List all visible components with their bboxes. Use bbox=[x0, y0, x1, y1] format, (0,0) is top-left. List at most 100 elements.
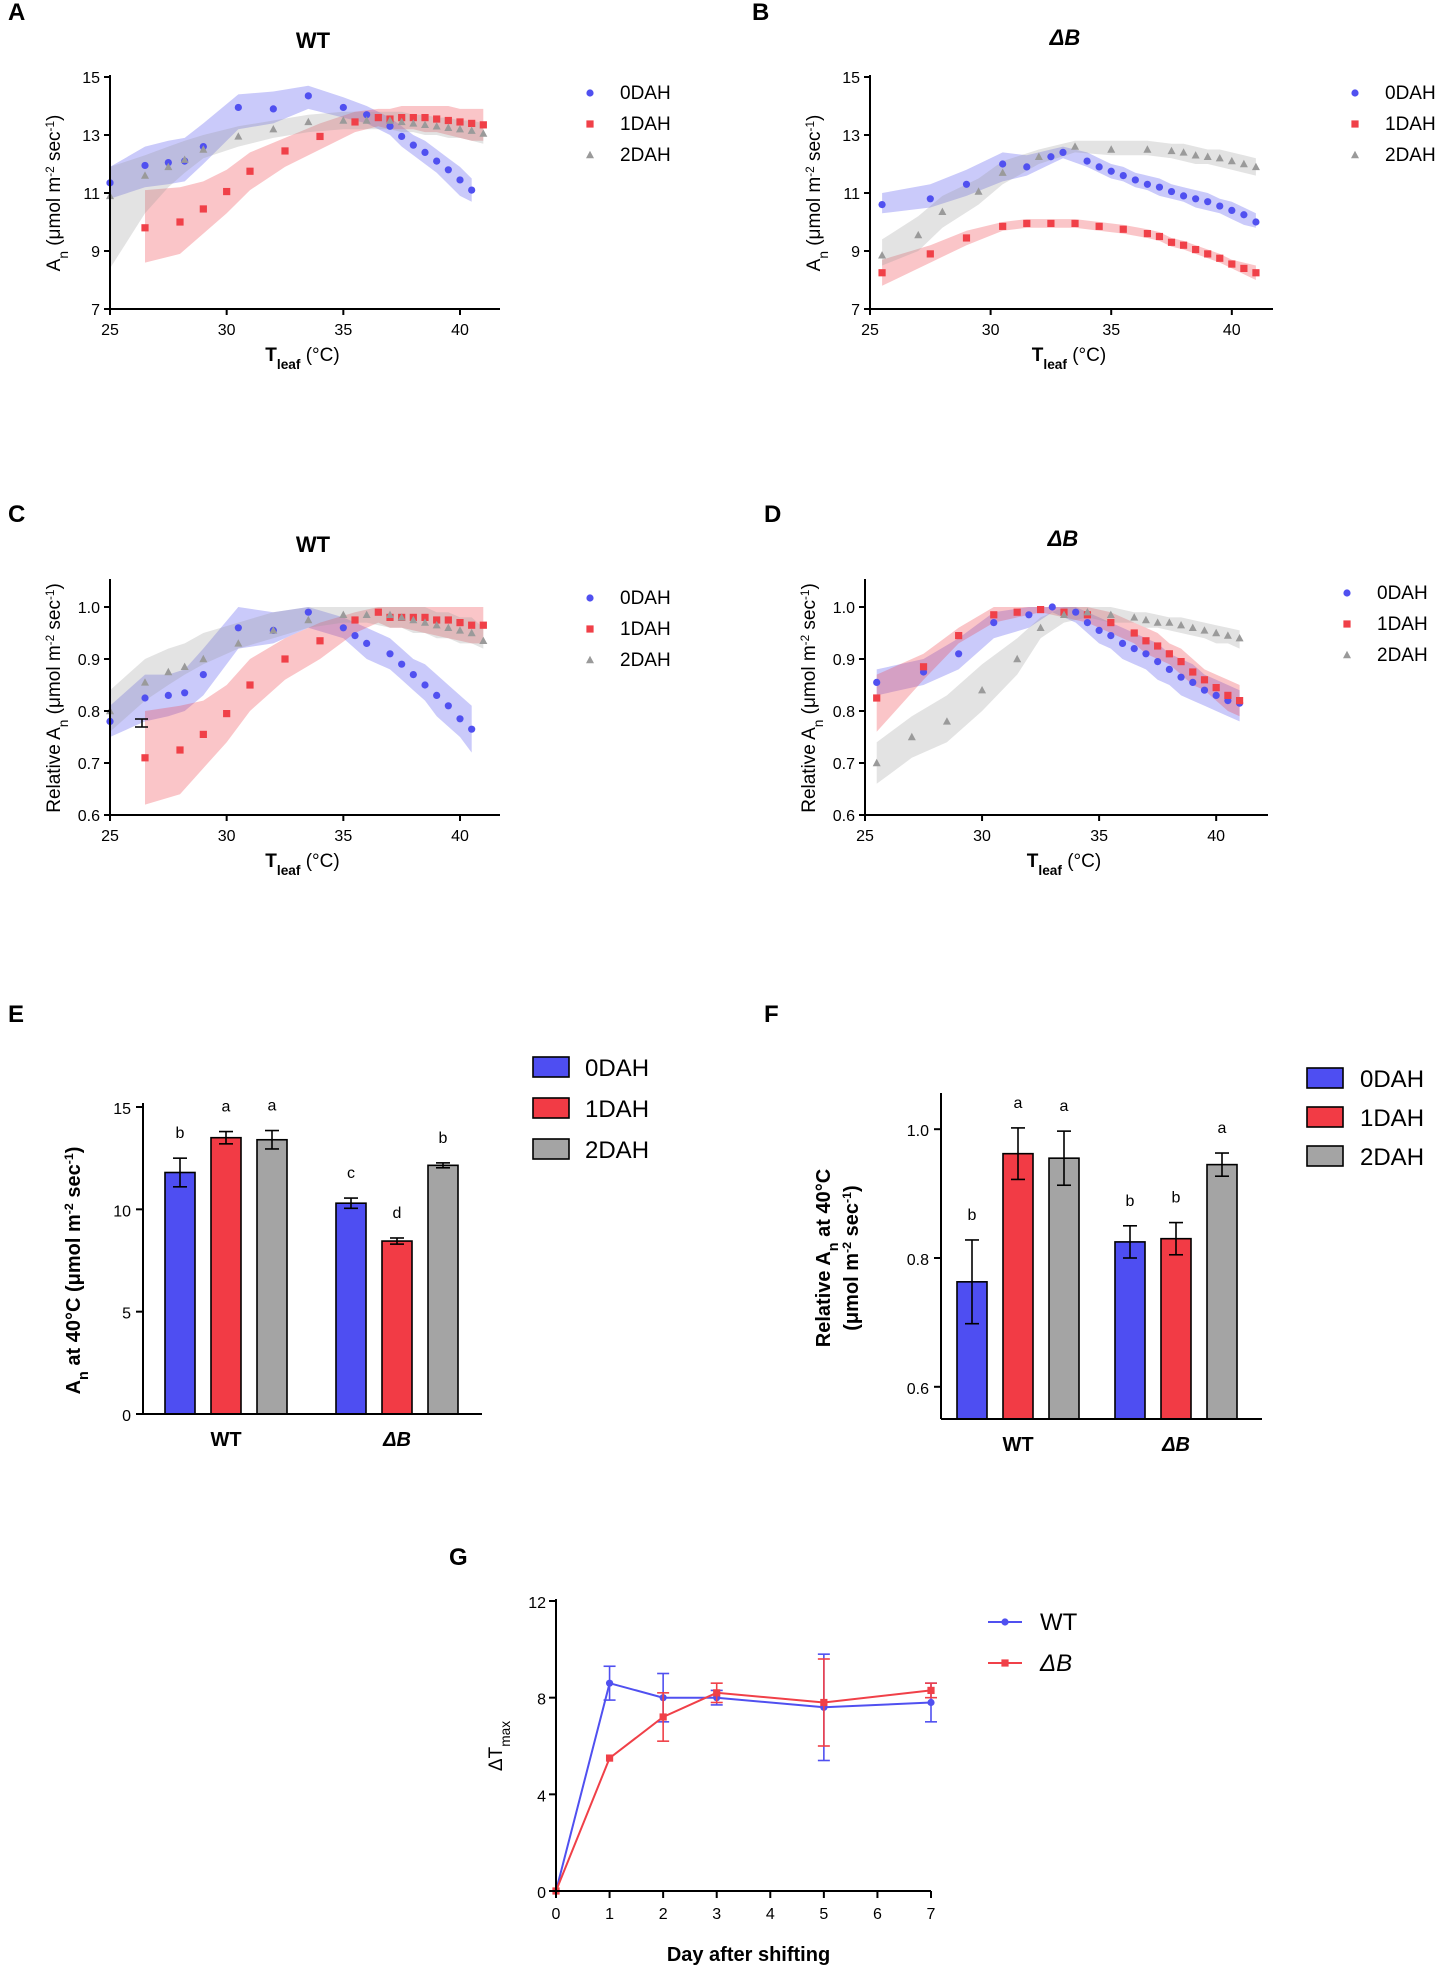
y-tick-label: 15 bbox=[842, 70, 860, 87]
point-1dah bbox=[1013, 608, 1021, 616]
point-0dah bbox=[1154, 658, 1162, 666]
point-0dah bbox=[999, 160, 1007, 168]
y-axis-label-line2-part: ) bbox=[841, 1185, 863, 1192]
x-axis-label-part: T bbox=[265, 345, 277, 366]
point-1dah bbox=[1071, 219, 1079, 228]
legend-label: 0DAH bbox=[620, 588, 671, 609]
point-1dah bbox=[281, 655, 289, 663]
y-tick-label: 1.0 bbox=[833, 600, 855, 617]
bar-1dah bbox=[210, 1136, 242, 1415]
point-0dah bbox=[1252, 218, 1260, 226]
point-0dah bbox=[1083, 157, 1091, 165]
point-0dah bbox=[1189, 678, 1197, 687]
point-0dah bbox=[421, 148, 429, 156]
legend-marker bbox=[1001, 1659, 1009, 1667]
point-0dah bbox=[1119, 172, 1127, 180]
bar-1dah bbox=[381, 1240, 413, 1415]
legend-swatch bbox=[532, 1056, 570, 1078]
legend-swatch bbox=[1306, 1106, 1344, 1128]
point-1dah bbox=[421, 114, 429, 122]
point-2dah bbox=[907, 732, 916, 741]
y-axis-label-part: n bbox=[56, 720, 71, 728]
point-0dah bbox=[351, 632, 359, 640]
y-axis-label: An at 40°C (μmol m-2 sec-1) bbox=[62, 1147, 92, 1395]
y-axis-label: Relative An (μmol m-2 sec-1) bbox=[799, 583, 826, 813]
point-1dah bbox=[1179, 241, 1188, 249]
point-0dah bbox=[1143, 180, 1151, 188]
point-0dah bbox=[1179, 192, 1188, 200]
panel-letter: E bbox=[8, 1001, 24, 1028]
point-0dah bbox=[1095, 163, 1103, 171]
point-0dah bbox=[398, 132, 406, 141]
point-0dah bbox=[962, 180, 971, 188]
band-2dah bbox=[882, 140, 1256, 266]
x-tick-label: 40 bbox=[1207, 828, 1225, 845]
point-0dah bbox=[363, 639, 371, 648]
point-0dah bbox=[304, 608, 312, 616]
point-1dah bbox=[1165, 650, 1173, 658]
point-1dah bbox=[1154, 642, 1162, 650]
point-1dah bbox=[223, 187, 231, 196]
point-1dah bbox=[1235, 697, 1244, 705]
x-axis-label: Tleaf (°C) bbox=[265, 851, 339, 878]
point-0 bbox=[927, 1698, 935, 1707]
point-2dah bbox=[421, 120, 429, 129]
y-axis-label-part: -1 bbox=[44, 590, 57, 600]
point-1dah bbox=[468, 119, 476, 127]
y-tick-label: 10 bbox=[113, 1203, 131, 1220]
y-tick-label: 12 bbox=[528, 1595, 546, 1612]
panel-c: C WT 0.6 0.7 0.8 0.9 1.0 25 30 35 40 Tleaf (°C) Rela… bbox=[8, 501, 671, 878]
y-axis-label-line2-part: -1 bbox=[840, 1192, 854, 1203]
y-tick-label: 9 bbox=[91, 244, 100, 261]
point-1dah bbox=[444, 116, 452, 125]
point-2dah bbox=[456, 125, 464, 133]
point-1dah bbox=[1155, 232, 1164, 241]
y-axis-label: An (μmol m-2 sec-1) bbox=[44, 115, 71, 272]
x-axis-label-part: T bbox=[265, 851, 277, 872]
y-axis-label-part: A bbox=[63, 1380, 85, 1394]
y-tick-label: 0.6 bbox=[907, 1381, 929, 1398]
x-tick-label: 25 bbox=[856, 828, 874, 845]
point-0dah bbox=[181, 689, 189, 697]
point-1dah bbox=[1228, 260, 1236, 268]
legend-marker bbox=[1343, 589, 1351, 597]
bar-1dah bbox=[1160, 1237, 1192, 1420]
point-0dah bbox=[433, 157, 441, 165]
y-axis-label-part: n bbox=[816, 251, 831, 259]
point-2dah bbox=[386, 116, 394, 124]
y-axis-label-part: -2 bbox=[44, 166, 57, 176]
y-axis-label-part: (μmol m bbox=[44, 645, 65, 719]
x-tick-label: 40 bbox=[451, 322, 469, 339]
y-axis-label-part: ) bbox=[63, 1147, 85, 1154]
point-0dah bbox=[164, 158, 172, 167]
point-1dah bbox=[1119, 225, 1127, 233]
point-2dah bbox=[164, 162, 173, 171]
point-1dah bbox=[374, 114, 382, 122]
point-1dah bbox=[479, 621, 487, 629]
point-0dah bbox=[1167, 187, 1176, 196]
point-0dah bbox=[468, 725, 476, 733]
significance-letter: a bbox=[1014, 1095, 1023, 1112]
point-0dah bbox=[339, 103, 347, 112]
point-2dah bbox=[269, 125, 278, 133]
point-1dah bbox=[316, 637, 324, 645]
x-tick-label: 30 bbox=[982, 322, 1000, 339]
point-0dah bbox=[234, 103, 242, 112]
legend-marker bbox=[1343, 620, 1351, 628]
bar-2dah bbox=[1206, 1163, 1238, 1420]
point-1dah bbox=[1167, 238, 1176, 246]
point-0dah bbox=[1212, 691, 1220, 700]
point-1 bbox=[820, 1698, 828, 1707]
point-2dah bbox=[1179, 148, 1188, 156]
series-line-1 bbox=[555, 1689, 932, 1892]
point-1 bbox=[713, 1689, 721, 1697]
point-1dah bbox=[374, 608, 382, 616]
x-tick-label: 2 bbox=[659, 1906, 668, 1923]
y-tick-label: 0.8 bbox=[833, 704, 855, 721]
significance-letter: a bbox=[1218, 1120, 1227, 1137]
x-tick-label: 1 bbox=[605, 1906, 614, 1923]
x-tick-label: 3 bbox=[712, 1906, 721, 1923]
legend-label: 1DAH bbox=[620, 114, 671, 135]
point-1dah bbox=[1107, 619, 1115, 627]
point-0dah bbox=[363, 111, 371, 119]
